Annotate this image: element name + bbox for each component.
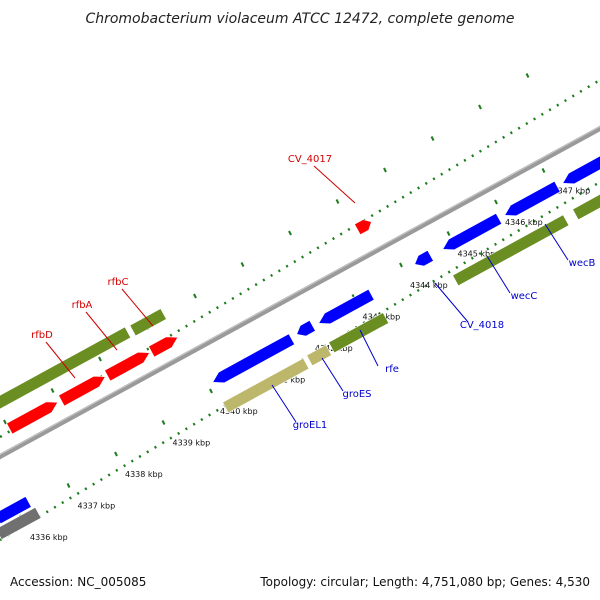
tick-mark <box>66 483 71 488</box>
reverse-gene-label: groEL1 <box>293 420 328 431</box>
tick-mark <box>383 167 387 173</box>
gray-track-edge <box>0 506 42 540</box>
reverse-gene-edge <box>0 496 32 525</box>
reverse-gene-label: CV_4018 <box>460 320 504 331</box>
accession-text: Accession: NC_005085 <box>10 575 146 589</box>
tick-mark <box>430 136 435 141</box>
reverse-gene-groEL1 <box>212 333 296 384</box>
reverse-gene-wecB <box>504 180 561 217</box>
tick-label: 4338 kbp <box>125 470 163 479</box>
tick-mark <box>98 356 102 362</box>
tick-mark <box>114 451 118 457</box>
tick-label: 4345 kbp <box>458 250 496 259</box>
tick-label: 4339 kbp <box>173 439 211 448</box>
tick-mark <box>288 230 292 236</box>
reverse-label-leader <box>359 329 379 367</box>
forward-label-leader <box>85 311 118 351</box>
reverse-gene-wecB-next <box>562 155 600 185</box>
reverse-label-leader <box>486 255 511 294</box>
forward-gene-label: rfbA <box>72 300 93 311</box>
feature-tracks <box>0 155 600 540</box>
tick-mark <box>161 420 166 425</box>
reverse-gene-rfe <box>318 288 375 325</box>
genome-summary-text: Topology: circular; Length: 4,751,080 bp… <box>259 575 590 589</box>
forward-gene-CV_4017 <box>354 219 372 236</box>
reverse-gene-groES <box>296 319 316 337</box>
tick-mark <box>541 168 546 173</box>
reverse-gene-label: rfe <box>385 364 399 375</box>
tick-label: 4340 kbp <box>220 407 258 416</box>
tick-mark <box>446 231 451 236</box>
tick-mark <box>3 419 7 425</box>
forward-gene-rfbA <box>58 375 106 407</box>
forward-gene-label: rfbD <box>31 330 53 341</box>
tick-mark <box>209 388 213 394</box>
tick-mark <box>50 388 55 393</box>
forward-gene-rfbC <box>104 351 151 382</box>
reverse-label-leader <box>321 357 344 392</box>
tick-mark <box>193 293 197 299</box>
cds-track-rfe <box>328 312 390 354</box>
reverse-gene-label: groES <box>342 389 371 400</box>
gene-labels: rfbD rfbA rfbC CV_4017 groEL1 groES rfe CV_4018… <box>31 154 595 431</box>
tick-label: 4347 kbp <box>553 187 591 196</box>
forward-label-leader <box>121 288 154 327</box>
map-title: Chromobacterium violaceum ATCC 12472, co… <box>85 11 514 27</box>
reverse-gene-label: wecB <box>569 258 596 269</box>
forward-gene-label: rfbC <box>108 277 129 288</box>
reverse-gene-CV_4018 <box>414 249 434 267</box>
alt-track-groEL1 <box>222 357 310 414</box>
cds-track-wec-next <box>572 193 600 221</box>
tick-mark <box>494 199 498 205</box>
cds-track-wec <box>452 214 570 287</box>
tick-mark <box>478 104 482 110</box>
reverse-label-leader <box>434 282 469 323</box>
backbone <box>0 125 600 460</box>
reverse-gene-label: wecC <box>511 291 538 302</box>
forward-label-leader <box>313 165 356 204</box>
cds-track-rfb <box>0 326 132 410</box>
reverse-label-leader <box>271 384 297 423</box>
tick-mark <box>399 262 403 268</box>
tick-label: 4346 kbp <box>505 218 543 227</box>
tick-mark <box>525 73 530 78</box>
alt-track-groES <box>306 344 333 367</box>
forward-gene-label: CV_4017 <box>288 154 332 165</box>
tick-label: 4336 kbp <box>30 533 68 542</box>
forward-label-leader <box>45 341 76 379</box>
reverse-gene-wecC <box>442 212 503 251</box>
tick-label: 4344 kbp <box>410 281 448 290</box>
reverse-label-leader <box>544 223 569 261</box>
cds-track-rfbC <box>129 308 167 337</box>
forward-gene-rfbD <box>6 401 59 435</box>
tick-mark <box>240 262 245 267</box>
tick-label: 4337 kbp <box>78 502 116 511</box>
forward-gene-rfbC-part <box>148 336 179 358</box>
tick-mark <box>335 199 340 204</box>
